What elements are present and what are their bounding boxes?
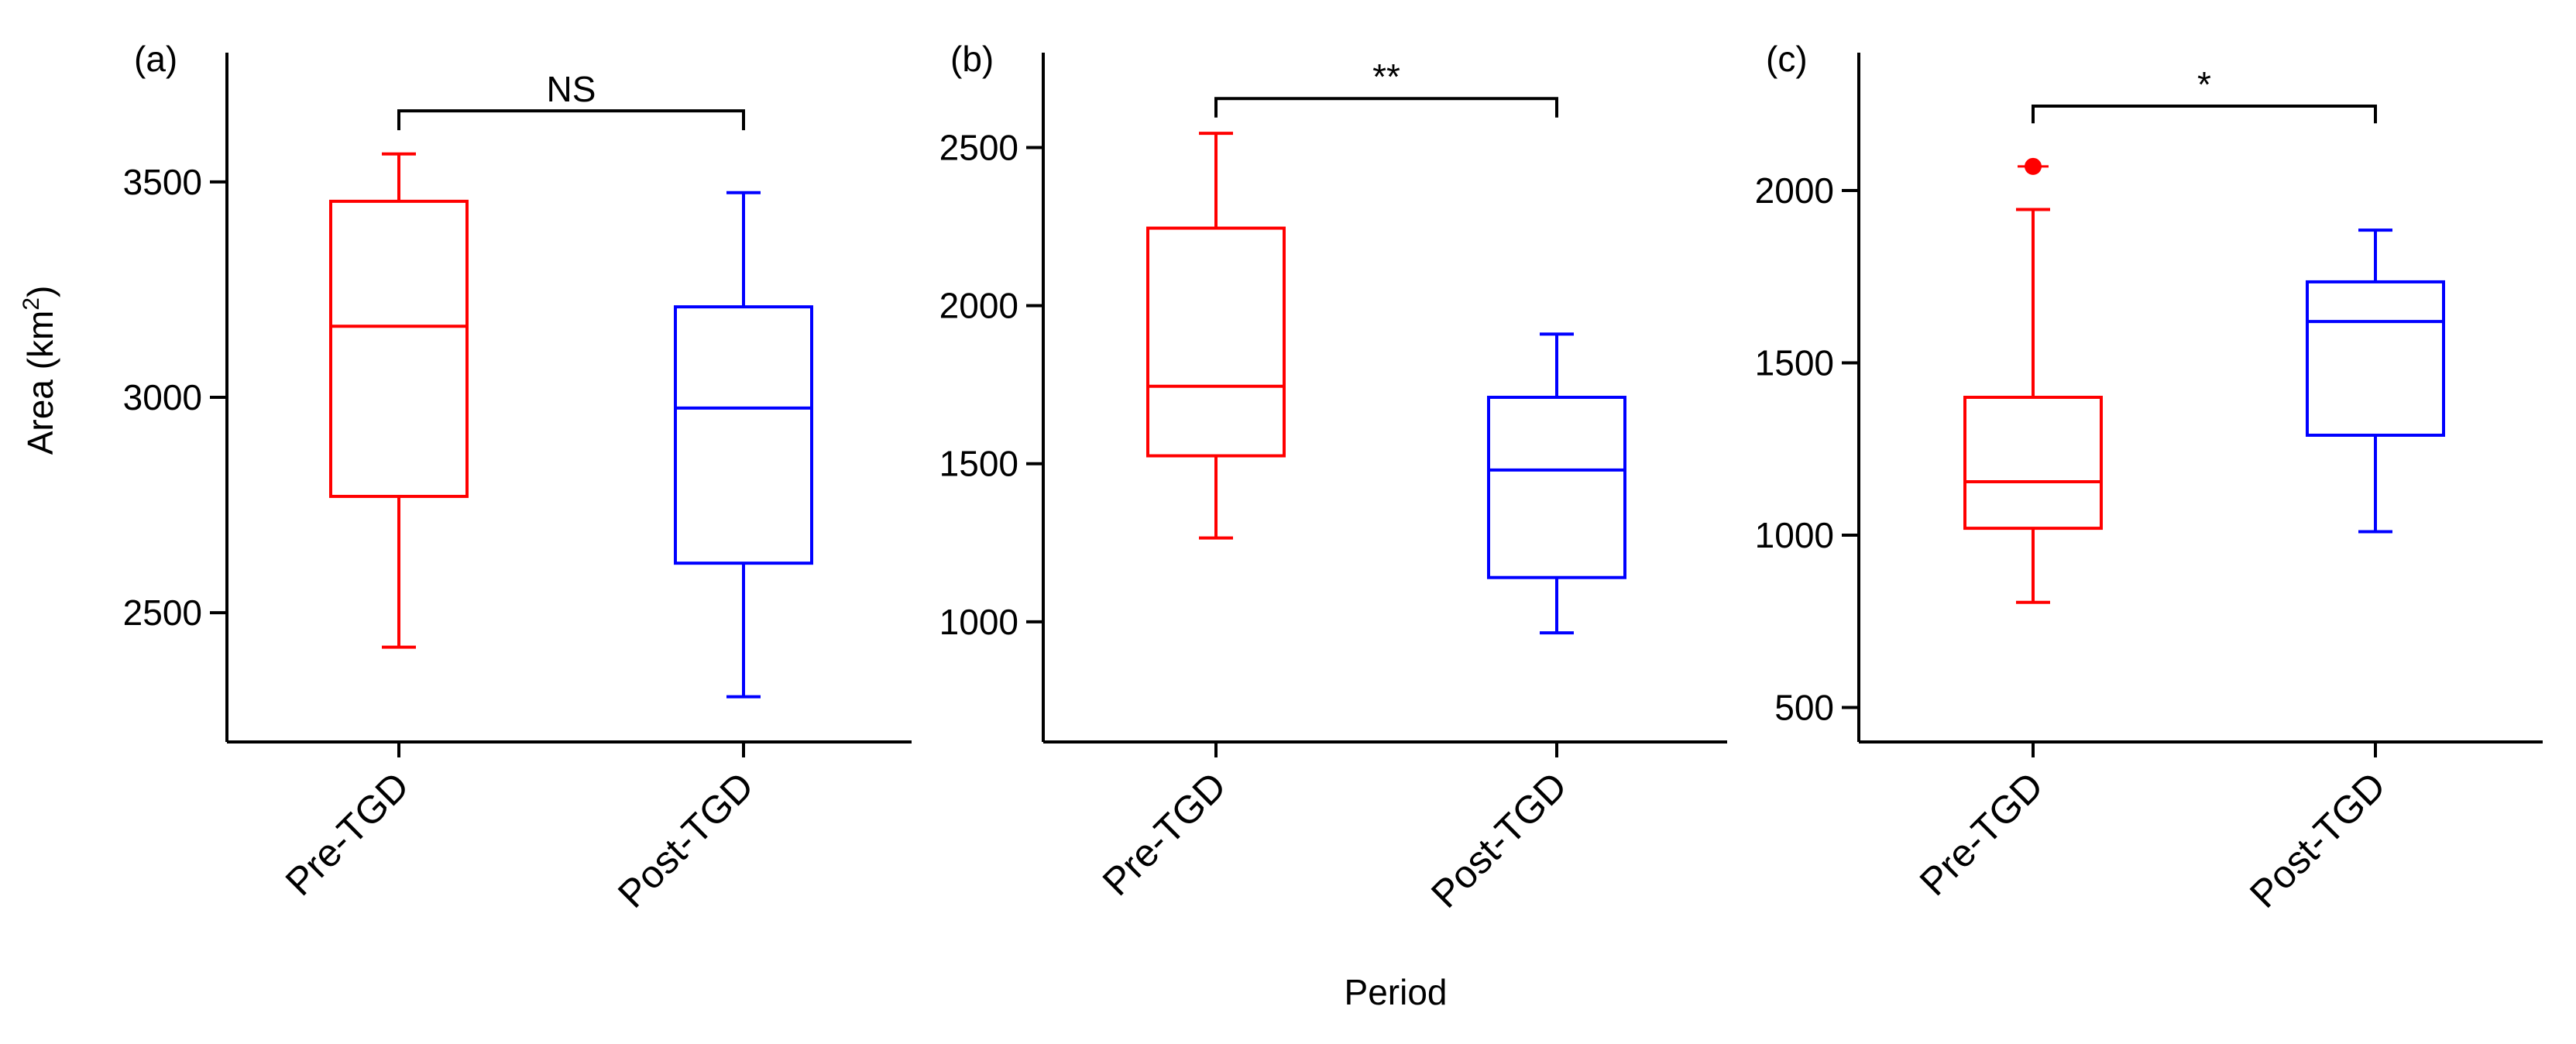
panel-2: (b) 1000 1500 2000 2500 Pre-TGD Post-TGD ** [939, 39, 1727, 916]
significance-label: ** [1372, 57, 1400, 97]
y-axis-label-superscript: 2 [19, 297, 44, 311]
box-post-tgd [1487, 332, 1626, 635]
panel-label: (a) [134, 39, 177, 79]
x-tick-label: Post-TGD [2241, 764, 2394, 916]
box-pre-tgd [1146, 132, 1286, 540]
y-tick-label: 2000 [939, 286, 1018, 326]
x-axis-label: Period [1345, 972, 1448, 1012]
significance-bracket [397, 109, 745, 131]
iqr-box [674, 305, 813, 565]
box-post-tgd [674, 191, 813, 699]
box-pre-tgd [329, 152, 469, 649]
y-tick-label: 1500 [1755, 343, 1834, 383]
iqr-box [1146, 226, 1286, 458]
x-tick-label: Post-TGD [1423, 764, 1575, 916]
panel-label: (c) [1766, 39, 1808, 79]
y-axis-label-close: ) [20, 286, 60, 297]
y-tick-label: 2000 [1755, 170, 1834, 211]
y-tick-label: 1000 [1755, 515, 1834, 555]
y-axis-label: Area (km2) [19, 286, 60, 455]
iqr-box [1487, 396, 1626, 579]
x-tick-label: Pre-TGD [1094, 764, 1235, 904]
y-tick-label: 3000 [123, 377, 202, 417]
panel-3: (c) 500 1000 1500 2000 Pre-TGD Post-TGD * [1755, 39, 2543, 916]
significance-label: * [2197, 64, 2211, 105]
significance-label: NS [547, 69, 596, 109]
panels: (a) 2500 3000 3500 Pre-TGD Post-TGD NS (b) 1000 1… [123, 39, 2543, 916]
y-tick-label: 3500 [123, 162, 202, 202]
y-tick-label: 500 [1774, 688, 1834, 728]
panel-label: (b) [950, 39, 994, 79]
box-post-tgd [2306, 228, 2445, 534]
significance-bracket [2032, 104, 2377, 124]
iqr-box [329, 199, 469, 498]
box-pre-tgd [1963, 157, 2103, 604]
iqr-box [1963, 396, 2103, 531]
iqr-box [2306, 280, 2445, 437]
y-tick-label: 1500 [939, 444, 1018, 484]
panel-1: (a) 2500 3000 3500 Pre-TGD Post-TGD NS [123, 39, 912, 916]
y-axis-label-text: Area (km [20, 311, 60, 455]
x-tick-label: Pre-TGD [277, 764, 417, 904]
y-tick-label: 2500 [123, 592, 202, 633]
y-tick-label: 1000 [939, 602, 1018, 642]
y-tick-label: 2500 [939, 127, 1018, 167]
x-tick-label: Pre-TGD [1911, 764, 2052, 904]
x-tick-label: Post-TGD [610, 764, 762, 916]
significance-bracket [1214, 97, 1558, 118]
